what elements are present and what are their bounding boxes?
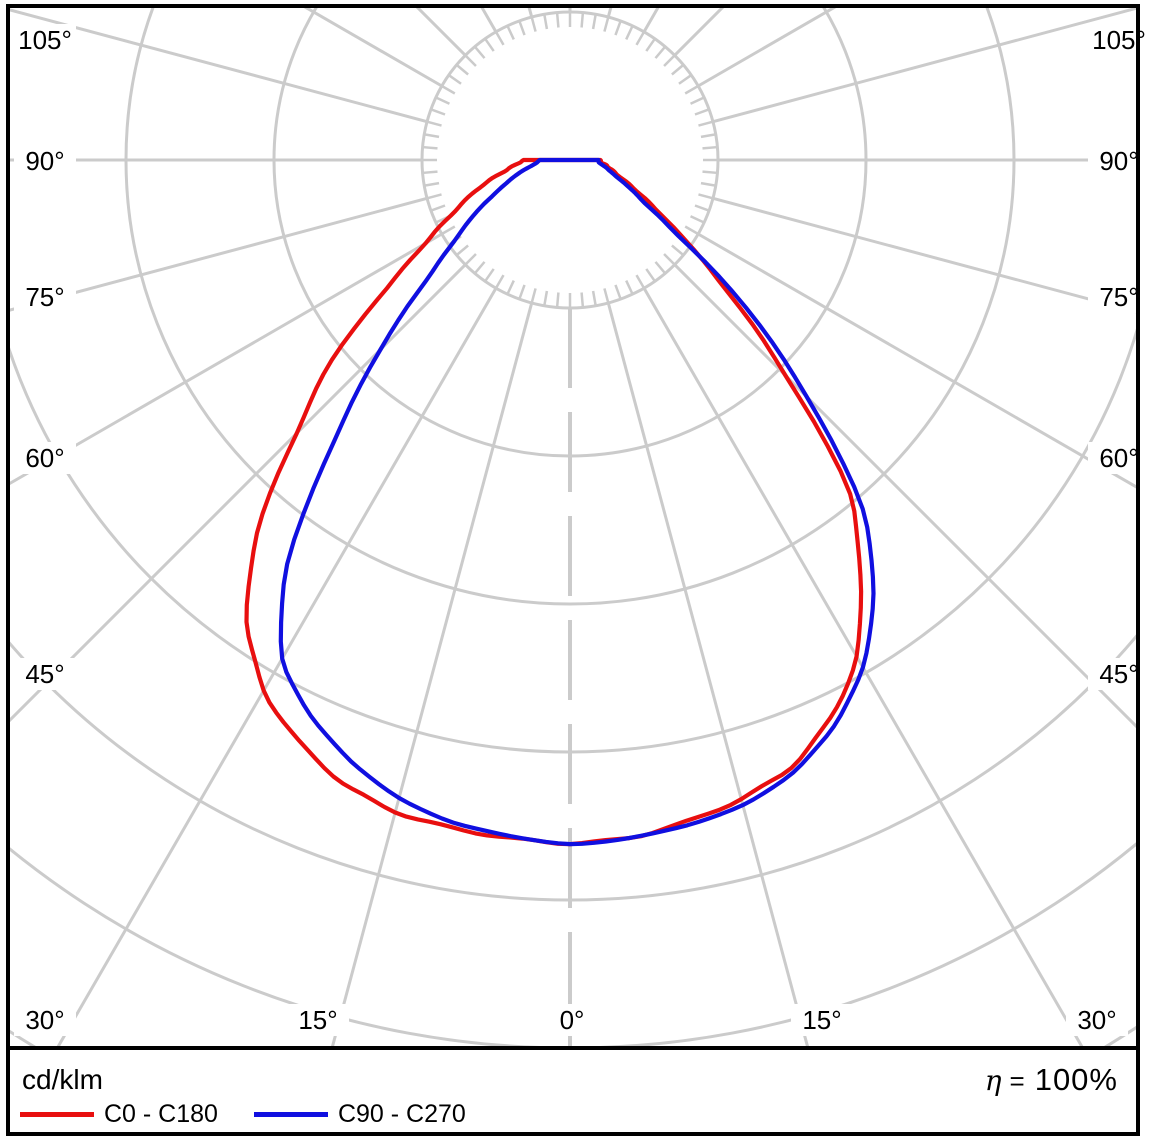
legend-label-c0-c180: C0 - C180	[104, 1100, 218, 1128]
angle-label: 30°	[1077, 1005, 1116, 1035]
angle-label: 15°	[802, 1005, 841, 1035]
angle-label: 75°	[1099, 282, 1138, 312]
legend-label-c90-c270: C90 - C270	[337, 1100, 466, 1128]
angle-label: 30°	[25, 1005, 64, 1035]
angle-label: 60°	[1099, 443, 1138, 473]
angle-label: 90°	[1099, 146, 1138, 176]
light-output-ratio: η = 100%	[985, 1062, 1118, 1098]
angle-label: 45°	[25, 659, 64, 689]
legend-item-c0-c180: C0 - C180	[20, 1100, 218, 1129]
angle-label: 105°	[18, 25, 72, 55]
angle-label: 15°	[298, 1005, 337, 1035]
legend-item-c90-c270: C90 - C270	[253, 1100, 466, 1129]
angle-label: 0°	[560, 1005, 585, 1035]
angle-label: 60°	[25, 443, 64, 473]
legend-swatch-red	[20, 1112, 94, 1117]
eta-symbol: η	[984, 1064, 1002, 1097]
angle-label: 45°	[1099, 659, 1138, 689]
legend: C0 - C180 C90 - C270	[20, 1100, 502, 1129]
angle-label: 90°	[25, 146, 64, 176]
curve-c90-c270	[278, 157, 876, 847]
eta-value: 100%	[1034, 1062, 1118, 1097]
eta-equals: =	[1009, 1066, 1025, 1096]
angle-label: 75°	[25, 282, 64, 312]
unit-label: cd/klm	[22, 1064, 103, 1095]
legend-swatch-blue	[253, 1112, 328, 1117]
